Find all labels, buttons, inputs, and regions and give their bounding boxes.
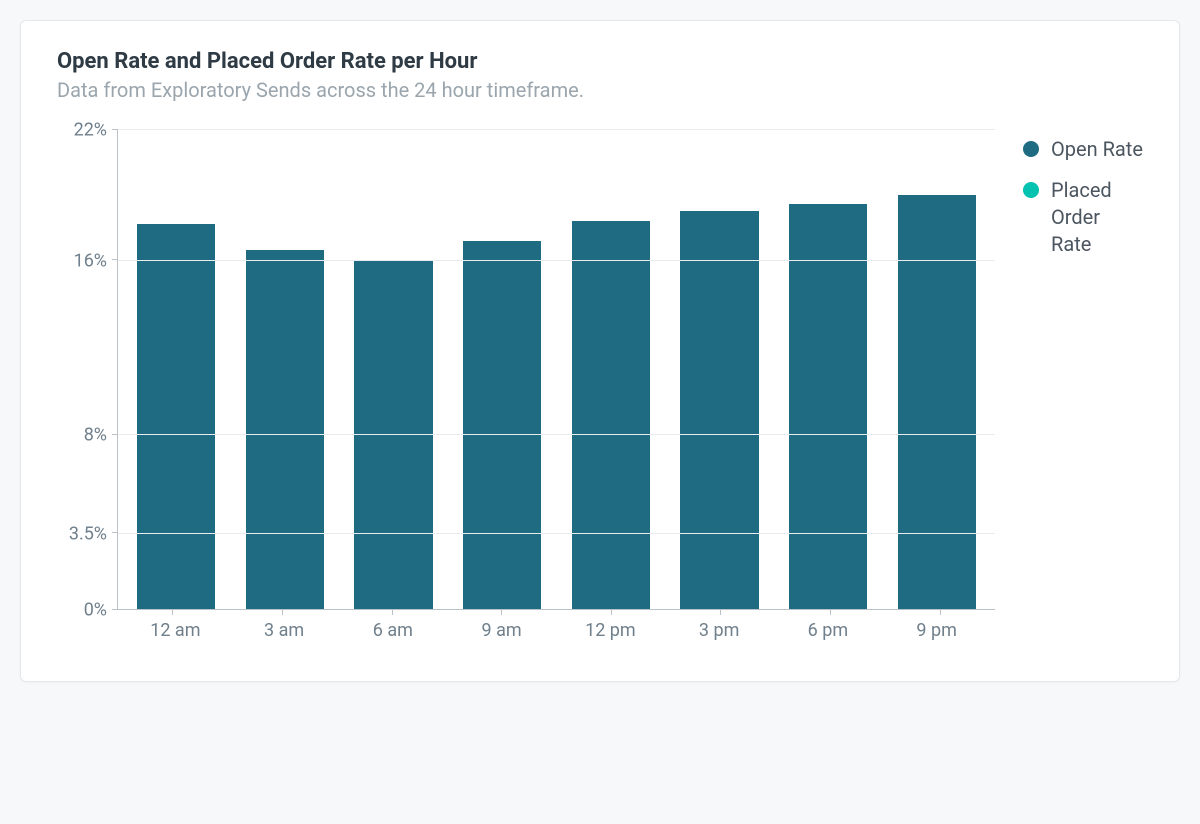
gridline (118, 434, 995, 435)
y-axis: 22%16%8%3.5%0% (57, 130, 117, 610)
bar (137, 224, 215, 609)
x-tick-mark (940, 609, 941, 615)
x-tick-mark (501, 609, 502, 615)
gridline (118, 129, 995, 130)
x-tick-label: 9 am (447, 620, 556, 641)
legend-label: Placed Order Rate (1051, 177, 1143, 258)
plot-area (117, 130, 995, 610)
y-tick-label: 22% (74, 120, 107, 141)
y-tick-mark (112, 434, 118, 435)
bar-slot (122, 130, 231, 609)
bar (572, 221, 650, 609)
y-tick-label: 8% (84, 425, 107, 446)
bar (246, 250, 324, 609)
y-tick-mark (112, 609, 118, 610)
x-tick-mark (830, 609, 831, 615)
y-tick-label: 0% (84, 600, 107, 621)
y-tick-mark (112, 129, 118, 130)
legend-swatch (1023, 141, 1039, 157)
y-tick-label: 3.5% (69, 523, 107, 544)
chart-card: Open Rate and Placed Order Rate per Hour… (20, 20, 1180, 682)
y-tick-mark (112, 532, 118, 533)
x-tick-mark (392, 609, 393, 615)
bar (789, 204, 867, 609)
x-tick-label: 3 pm (665, 620, 774, 641)
bar-slot (557, 130, 666, 609)
chart-title: Open Rate and Placed Order Rate per Hour (57, 49, 1143, 74)
bar-slot (448, 130, 557, 609)
x-tick-mark (282, 609, 283, 615)
x-tick-label: 6 am (339, 620, 448, 641)
chart-subtitle: Data from Exploratory Sends across the 2… (57, 78, 1143, 102)
bar-slot (231, 130, 340, 609)
x-tick-label: 6 pm (774, 620, 883, 641)
legend-label: Open Rate (1051, 136, 1143, 163)
chart-row: 22%16%8%3.5%0% 12 am3 am6 am9 am12 pm3 p… (57, 130, 1143, 641)
y-tick-label: 16% (74, 250, 107, 271)
x-tick-label: 12 am (121, 620, 230, 641)
x-tick-label: 3 am (230, 620, 339, 641)
x-tick-mark (172, 609, 173, 615)
x-tick-mark (611, 609, 612, 615)
x-tick-label: 12 pm (556, 620, 665, 641)
x-tick-mark (720, 609, 721, 615)
gridline (118, 533, 995, 534)
legend-swatch (1023, 182, 1039, 198)
chart-wrap: 22%16%8%3.5%0% 12 am3 am6 am9 am12 pm3 p… (57, 130, 995, 641)
bar-slot (774, 130, 883, 609)
legend-item[interactable]: Open Rate (1023, 136, 1143, 163)
gridline (118, 260, 995, 261)
x-tick-label: 9 pm (882, 620, 991, 641)
bar-slot (339, 130, 448, 609)
x-axis: 12 am3 am6 am9 am12 pm3 pm6 pm9 pm (117, 610, 995, 641)
bar (680, 211, 758, 609)
legend-item[interactable]: Placed Order Rate (1023, 177, 1143, 258)
bars-container (118, 130, 995, 609)
y-tick-mark (112, 259, 118, 260)
legend: Open Rate Placed Order Rate (995, 130, 1143, 272)
bar-slot (882, 130, 991, 609)
bar (898, 195, 976, 609)
bar-slot (665, 130, 774, 609)
bar (463, 241, 541, 609)
